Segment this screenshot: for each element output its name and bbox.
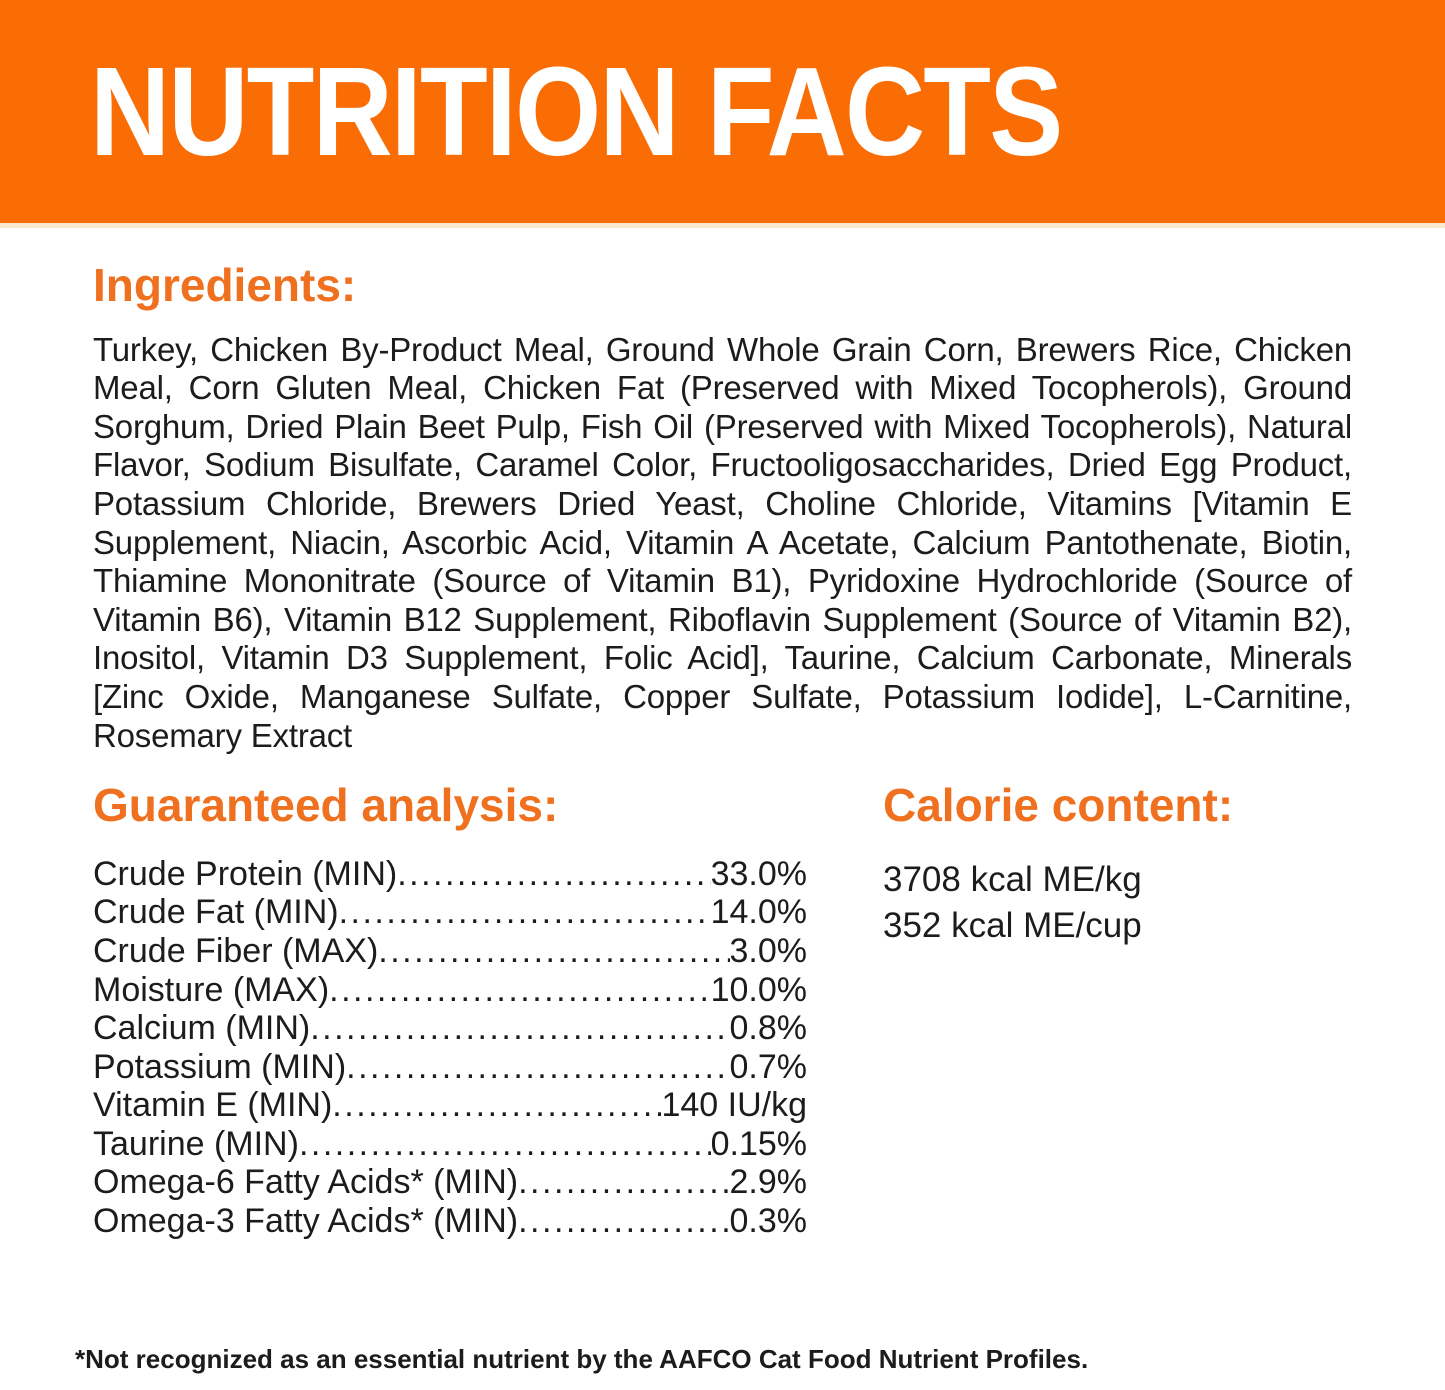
dot-leader xyxy=(332,1086,661,1125)
analysis-row-omega-3: Omega-3 Fatty Acids* (MIN) 0.3% xyxy=(93,1202,807,1241)
analysis-row-crude-fat: Crude Fat (MIN) 14.0% xyxy=(93,893,807,932)
dot-leader xyxy=(310,1009,729,1048)
analysis-value: 2.9% xyxy=(729,1163,808,1202)
analysis-label: Omega-3 Fatty Acids* (MIN) xyxy=(93,1202,519,1241)
analysis-value: 3.0% xyxy=(729,931,808,970)
analysis-row-vitamin-e: Vitamin E (MIN) 140 IU/kg xyxy=(93,1086,807,1125)
analysis-label: Crude Protein (MIN) xyxy=(93,854,398,893)
dot-leader xyxy=(329,971,710,1010)
calorie-content-section: Calorie content: 3708 kcal ME/kg 352 kca… xyxy=(883,780,1352,1241)
analysis-row-taurine: Taurine (MIN) 0.15% xyxy=(93,1125,807,1164)
dot-leader xyxy=(378,932,729,971)
dot-leader xyxy=(397,855,710,894)
dot-leader xyxy=(299,1125,711,1164)
analysis-label: Vitamin E (MIN) xyxy=(93,1086,333,1125)
analysis-label: Taurine (MIN) xyxy=(93,1124,299,1163)
ingredients-text: Turkey, Chicken By-Product Meal, Ground … xyxy=(93,330,1352,754)
ingredients-section: Ingredients: Turkey, Chicken By-Product … xyxy=(93,260,1352,755)
footnote-bar: *Not recognized as an essential nutrient… xyxy=(0,1344,1445,1390)
analysis-row-crude-fiber: Crude Fiber (MAX) 3.0% xyxy=(93,932,807,971)
analysis-value: 33.0% xyxy=(710,854,807,893)
analysis-value: 0.7% xyxy=(729,1047,808,1086)
analysis-label: Crude Fiber (MAX) xyxy=(93,931,379,970)
analysis-row-calcium: Calcium (MIN) 0.8% xyxy=(93,1009,807,1048)
dot-leader xyxy=(339,893,711,932)
label-content: Ingredients: Turkey, Chicken By-Product … xyxy=(0,228,1445,1241)
analysis-value: 0.15% xyxy=(710,1124,807,1163)
analysis-and-calories: Guaranteed analysis: Crude Protein (MIN)… xyxy=(93,780,1352,1241)
calorie-lines: 3708 kcal ME/kg 352 kcal ME/cup xyxy=(883,857,1352,949)
analysis-row-omega-6: Omega-6 Fatty Acids* (MIN) 2.9% xyxy=(93,1163,807,1202)
analysis-value: 10.0% xyxy=(710,970,807,1009)
dot-leader xyxy=(518,1163,729,1202)
analysis-value: 140 IU/kg xyxy=(661,1086,807,1125)
analysis-label: Potassium (MIN) xyxy=(93,1047,347,1086)
analysis-value: 0.3% xyxy=(729,1202,808,1241)
dot-leader xyxy=(518,1202,729,1241)
page-title: NUTRITION FACTS xyxy=(90,40,1063,182)
analysis-value: 14.0% xyxy=(710,893,807,932)
analysis-row-moisture: Moisture (MAX) 10.0% xyxy=(93,971,807,1010)
analysis-row-potassium: Potassium (MIN) 0.7% xyxy=(93,1048,807,1087)
guaranteed-analysis-section: Guaranteed analysis: Crude Protein (MIN)… xyxy=(93,780,807,1241)
calorie-line-per-cup: 352 kcal ME/cup xyxy=(883,905,1142,945)
analysis-label: Moisture (MAX) xyxy=(93,970,330,1009)
footnote: *Not recognized as an essential nutrient… xyxy=(75,1344,1089,1374)
analysis-value: 0.8% xyxy=(729,1009,808,1048)
calorie-content-heading: Calorie content: xyxy=(883,779,1234,832)
calorie-line-per-kg: 3708 kcal ME/kg xyxy=(883,859,1142,899)
banner: NUTRITION FACTS xyxy=(0,0,1445,228)
analysis-label: Omega-6 Fatty Acids* (MIN) xyxy=(93,1163,519,1202)
analysis-row-crude-protein: Crude Protein (MIN) 33.0% xyxy=(93,855,807,894)
analysis-label: Crude Fat (MIN) xyxy=(93,893,339,932)
analysis-table: Crude Protein (MIN) 33.0% Crude Fat (MIN… xyxy=(93,855,807,1241)
ingredients-heading: Ingredients: xyxy=(93,259,357,311)
dot-leader xyxy=(346,1048,729,1087)
guaranteed-analysis-heading: Guaranteed analysis: xyxy=(93,779,559,832)
analysis-label: Calcium (MIN) xyxy=(93,1009,311,1048)
